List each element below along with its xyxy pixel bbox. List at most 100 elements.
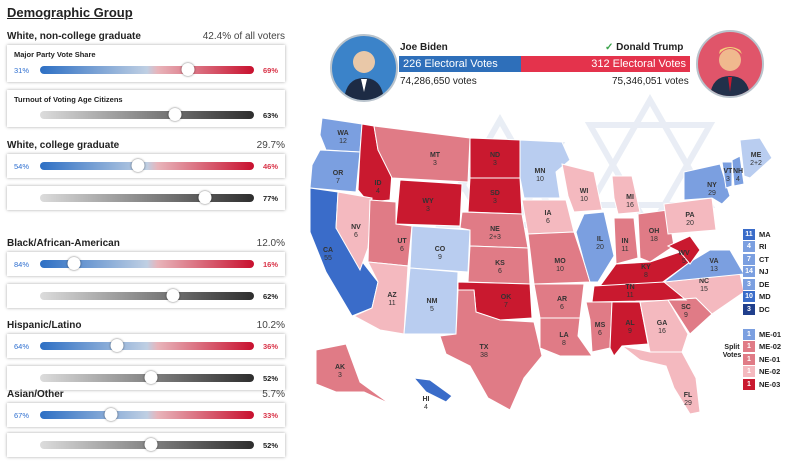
state-hi[interactable] (412, 377, 453, 403)
state-abbr: HI (423, 396, 430, 403)
state-abbr: IN (622, 238, 629, 245)
state-mt[interactable] (373, 125, 471, 183)
turnout-slider[interactable] (40, 371, 254, 384)
rep-candidate-name: Donald Trump (616, 42, 684, 53)
group-white-college: White, college graduate 29.7% 54% 46% 77… (7, 140, 285, 218)
state-ev: 3 (426, 206, 430, 213)
state-ev: 3 (726, 176, 730, 183)
small-state-nj[interactable]: 14 NJ (743, 266, 771, 279)
vote-share-slider[interactable] (40, 63, 254, 76)
slider-knob[interactable] (168, 108, 182, 121)
slider-knob[interactable] (144, 438, 158, 451)
vote-share-slider[interactable] (40, 159, 254, 172)
state-me[interactable] (739, 137, 773, 179)
vote-share-slider[interactable] (40, 339, 254, 352)
state-mn[interactable] (519, 139, 571, 199)
state-abbr: NC (699, 278, 709, 285)
small-state-ri[interactable]: 4 RI (743, 241, 771, 254)
state-or[interactable] (309, 149, 361, 193)
state-ev: 11 (388, 300, 395, 307)
state-va[interactable] (662, 249, 745, 283)
group-share: 10.2% (256, 320, 285, 331)
state-ev: 38 (480, 352, 488, 359)
state-pa[interactable] (663, 197, 717, 235)
state-ak[interactable] (315, 343, 391, 405)
split-ne-03[interactable]: 1 NE-03 (743, 378, 781, 391)
state-tx[interactable] (439, 289, 543, 411)
slider-knob[interactable] (166, 289, 180, 302)
state-abbr: CT (759, 254, 769, 264)
small-state-ma[interactable]: 11 MA (743, 228, 771, 241)
state-mi[interactable] (611, 175, 641, 215)
small-state-ct[interactable]: 7 CT (743, 253, 771, 266)
slider-knob[interactable] (144, 371, 158, 384)
split-me-02[interactable]: 1 ME-02 (743, 341, 781, 354)
slider-knob[interactable] (110, 339, 124, 352)
state-il[interactable] (575, 211, 615, 283)
state-abbr: MA (759, 229, 771, 239)
rep-share: 36% (262, 341, 278, 351)
state-nh[interactable] (731, 155, 745, 187)
split-ne-01[interactable]: 1 NE-01 (743, 353, 781, 366)
state-ny[interactable] (683, 163, 731, 205)
state-ms[interactable] (585, 301, 613, 353)
state-la[interactable] (539, 317, 593, 357)
state-nv[interactable] (335, 191, 373, 272)
state-wi[interactable] (561, 163, 603, 213)
slider-knob[interactable] (67, 257, 81, 270)
group-white-non-college: White, non-college graduate 42.4% of all… (7, 31, 285, 135)
ev-box: 1 (743, 378, 755, 390)
turnout-slider[interactable] (40, 289, 254, 302)
state-abbr: DE (759, 279, 770, 289)
state-ev: 8 (562, 340, 566, 347)
state-wv[interactable] (666, 235, 701, 265)
rep-candidate: ✓ Donald Trump (605, 42, 683, 53)
state-ev: 18 (650, 236, 658, 243)
state-nc[interactable] (662, 273, 745, 315)
split-me-01[interactable]: 1 ME-01 (743, 328, 781, 341)
state-ev: 10 (556, 266, 564, 273)
slider-knob[interactable] (198, 191, 212, 204)
rep-share: 16% (262, 259, 278, 269)
state-ev: 6 (560, 304, 564, 311)
turnout-slider[interactable] (40, 108, 254, 121)
state-fl[interactable] (621, 345, 701, 415)
group-name: Black/African-American (7, 238, 120, 249)
state-ev: 6 (598, 330, 602, 337)
state-co[interactable] (409, 225, 471, 273)
vote-share-slider[interactable] (40, 257, 254, 270)
split-ne-02[interactable]: 1 NE-02 (743, 366, 781, 379)
state-az[interactable] (352, 261, 409, 335)
state-vt[interactable] (721, 161, 733, 189)
rep-share: 69% (262, 65, 278, 75)
state-oh[interactable] (637, 209, 675, 263)
rep-popular-votes: 75,346,051 votes (612, 76, 689, 87)
state-abbr: LA (559, 332, 568, 339)
state-ga[interactable] (639, 299, 689, 353)
state-ev: 13 (710, 266, 718, 273)
ev-box: 1 (743, 328, 755, 340)
dem-share: 84% (14, 259, 30, 269)
state-ia[interactable] (521, 199, 575, 235)
section-title: Demographic Group (7, 5, 133, 20)
state-abbr: KY (641, 264, 651, 271)
state-in[interactable] (613, 217, 639, 265)
ev-box: 1 (743, 366, 755, 378)
small-state-de[interactable]: 3 DE (743, 278, 771, 291)
turnout-slider[interactable] (40, 191, 254, 204)
vote-share-slider[interactable] (40, 408, 254, 421)
state-nm[interactable] (403, 267, 459, 335)
small-state-dc[interactable]: 3 DC (743, 303, 771, 316)
state-abbr: NJ (759, 267, 769, 277)
turnout-slider[interactable] (40, 438, 254, 451)
slider-knob[interactable] (104, 408, 118, 421)
state-ev: 10 (536, 176, 544, 183)
state-abbr: OR (333, 170, 344, 177)
turnout-title: Turnout of Voting Age Citizens (14, 95, 123, 104)
slider-knob[interactable] (131, 159, 145, 172)
slider-knob[interactable] (181, 63, 195, 76)
small-state-md[interactable]: 10 MD (743, 291, 771, 304)
turnout-card: 52% (7, 366, 285, 390)
state-abbr: CO (435, 246, 446, 253)
